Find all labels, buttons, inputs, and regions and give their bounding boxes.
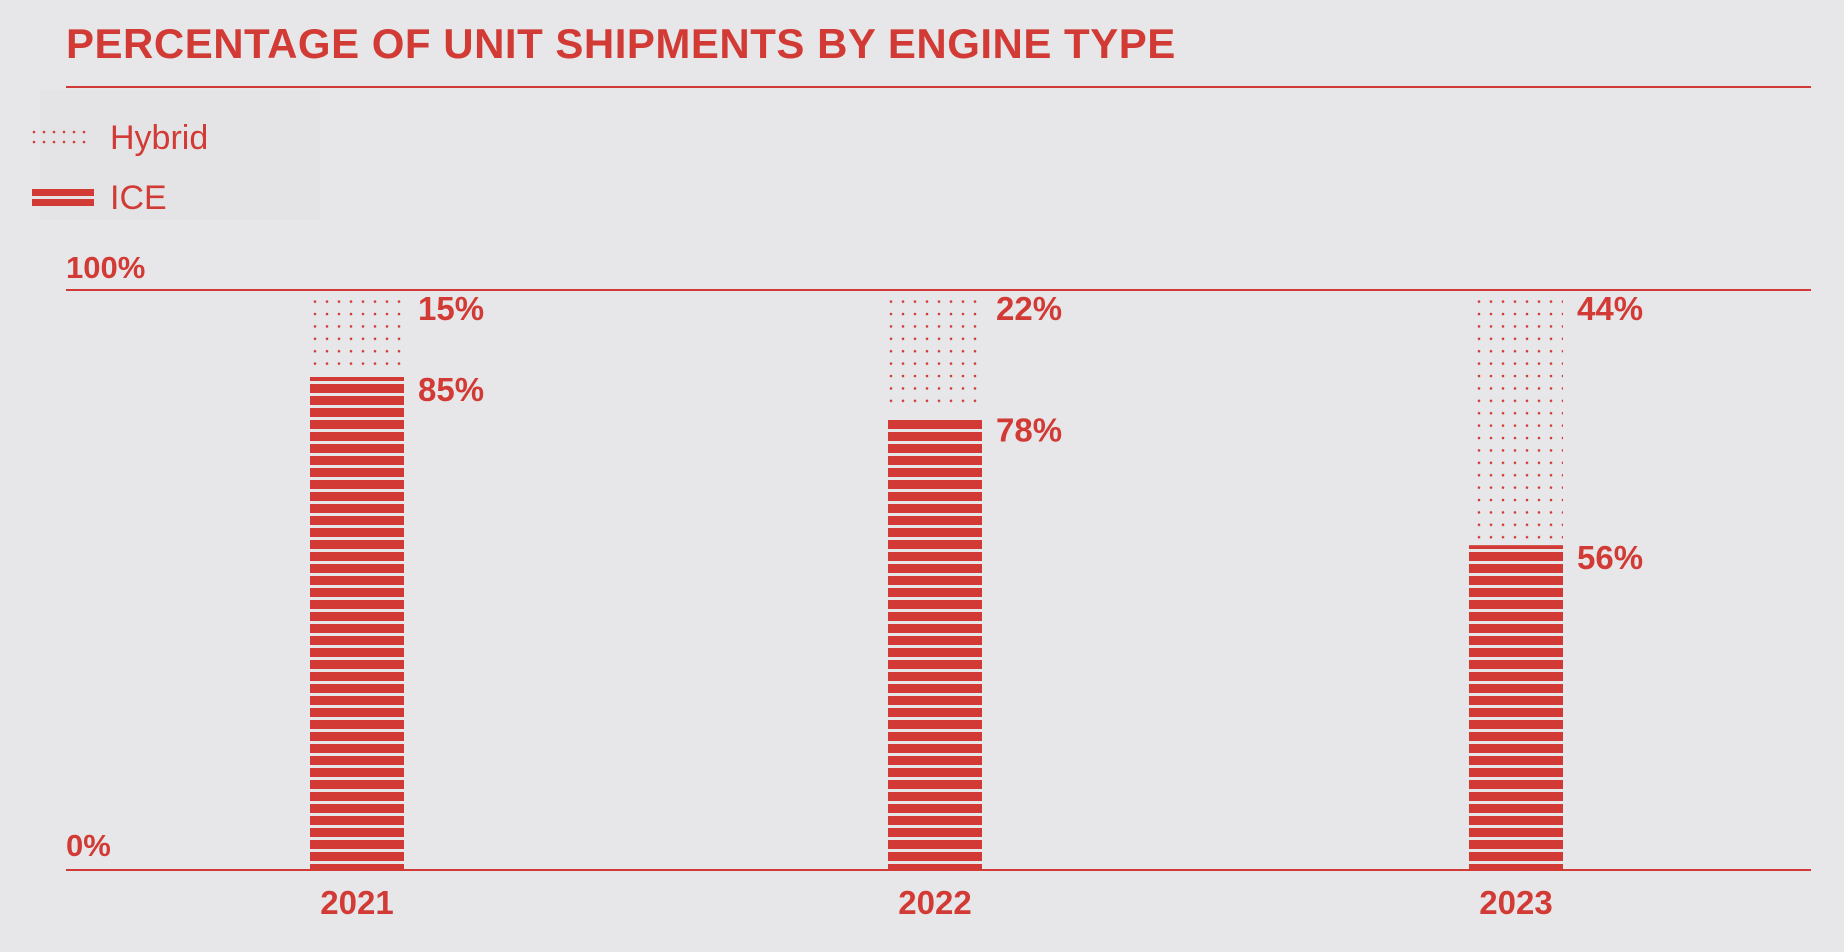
title-divider (66, 86, 1811, 88)
ice-stripes-swatch (32, 189, 94, 206)
data-label-hybrid-2021: 15% (418, 290, 484, 327)
y-tick-label-100: 100% (66, 250, 145, 285)
x-tick-label-2023: 2023 (1479, 884, 1552, 921)
legend (40, 90, 320, 220)
data-label-ice-2022: 78% (996, 412, 1062, 449)
bar-ice-2023 (1469, 545, 1563, 870)
bar-hybrid-2021 (310, 290, 404, 371)
hybrid-dots-swatch (32, 130, 86, 144)
x-tick-label-2021: 2021 (320, 884, 393, 921)
data-label-ice-2021: 85% (418, 371, 484, 408)
bar-ice-2022 (888, 417, 982, 870)
chart-title: PERCENTAGE OF UNIT SHIPMENTS BY ENGINE T… (66, 20, 1176, 67)
bar-hybrid-2023 (1469, 290, 1563, 540)
bar-ice-2021 (310, 377, 404, 870)
bar-hybrid-2022 (888, 290, 982, 412)
legend-label-hybrid: Hybrid (110, 119, 209, 157)
y-tick-label-0: 0% (66, 828, 111, 863)
data-label-hybrid-2022: 22% (996, 290, 1062, 327)
data-label-hybrid-2023: 44% (1577, 290, 1643, 327)
legend-label-ice: ICE (110, 179, 167, 217)
data-label-ice-2023: 56% (1577, 539, 1643, 576)
x-tick-label-2022: 2022 (898, 884, 971, 921)
legend-item-hybrid: Hybrid (30, 118, 208, 158)
legend-item-ice: ICE (30, 178, 167, 218)
